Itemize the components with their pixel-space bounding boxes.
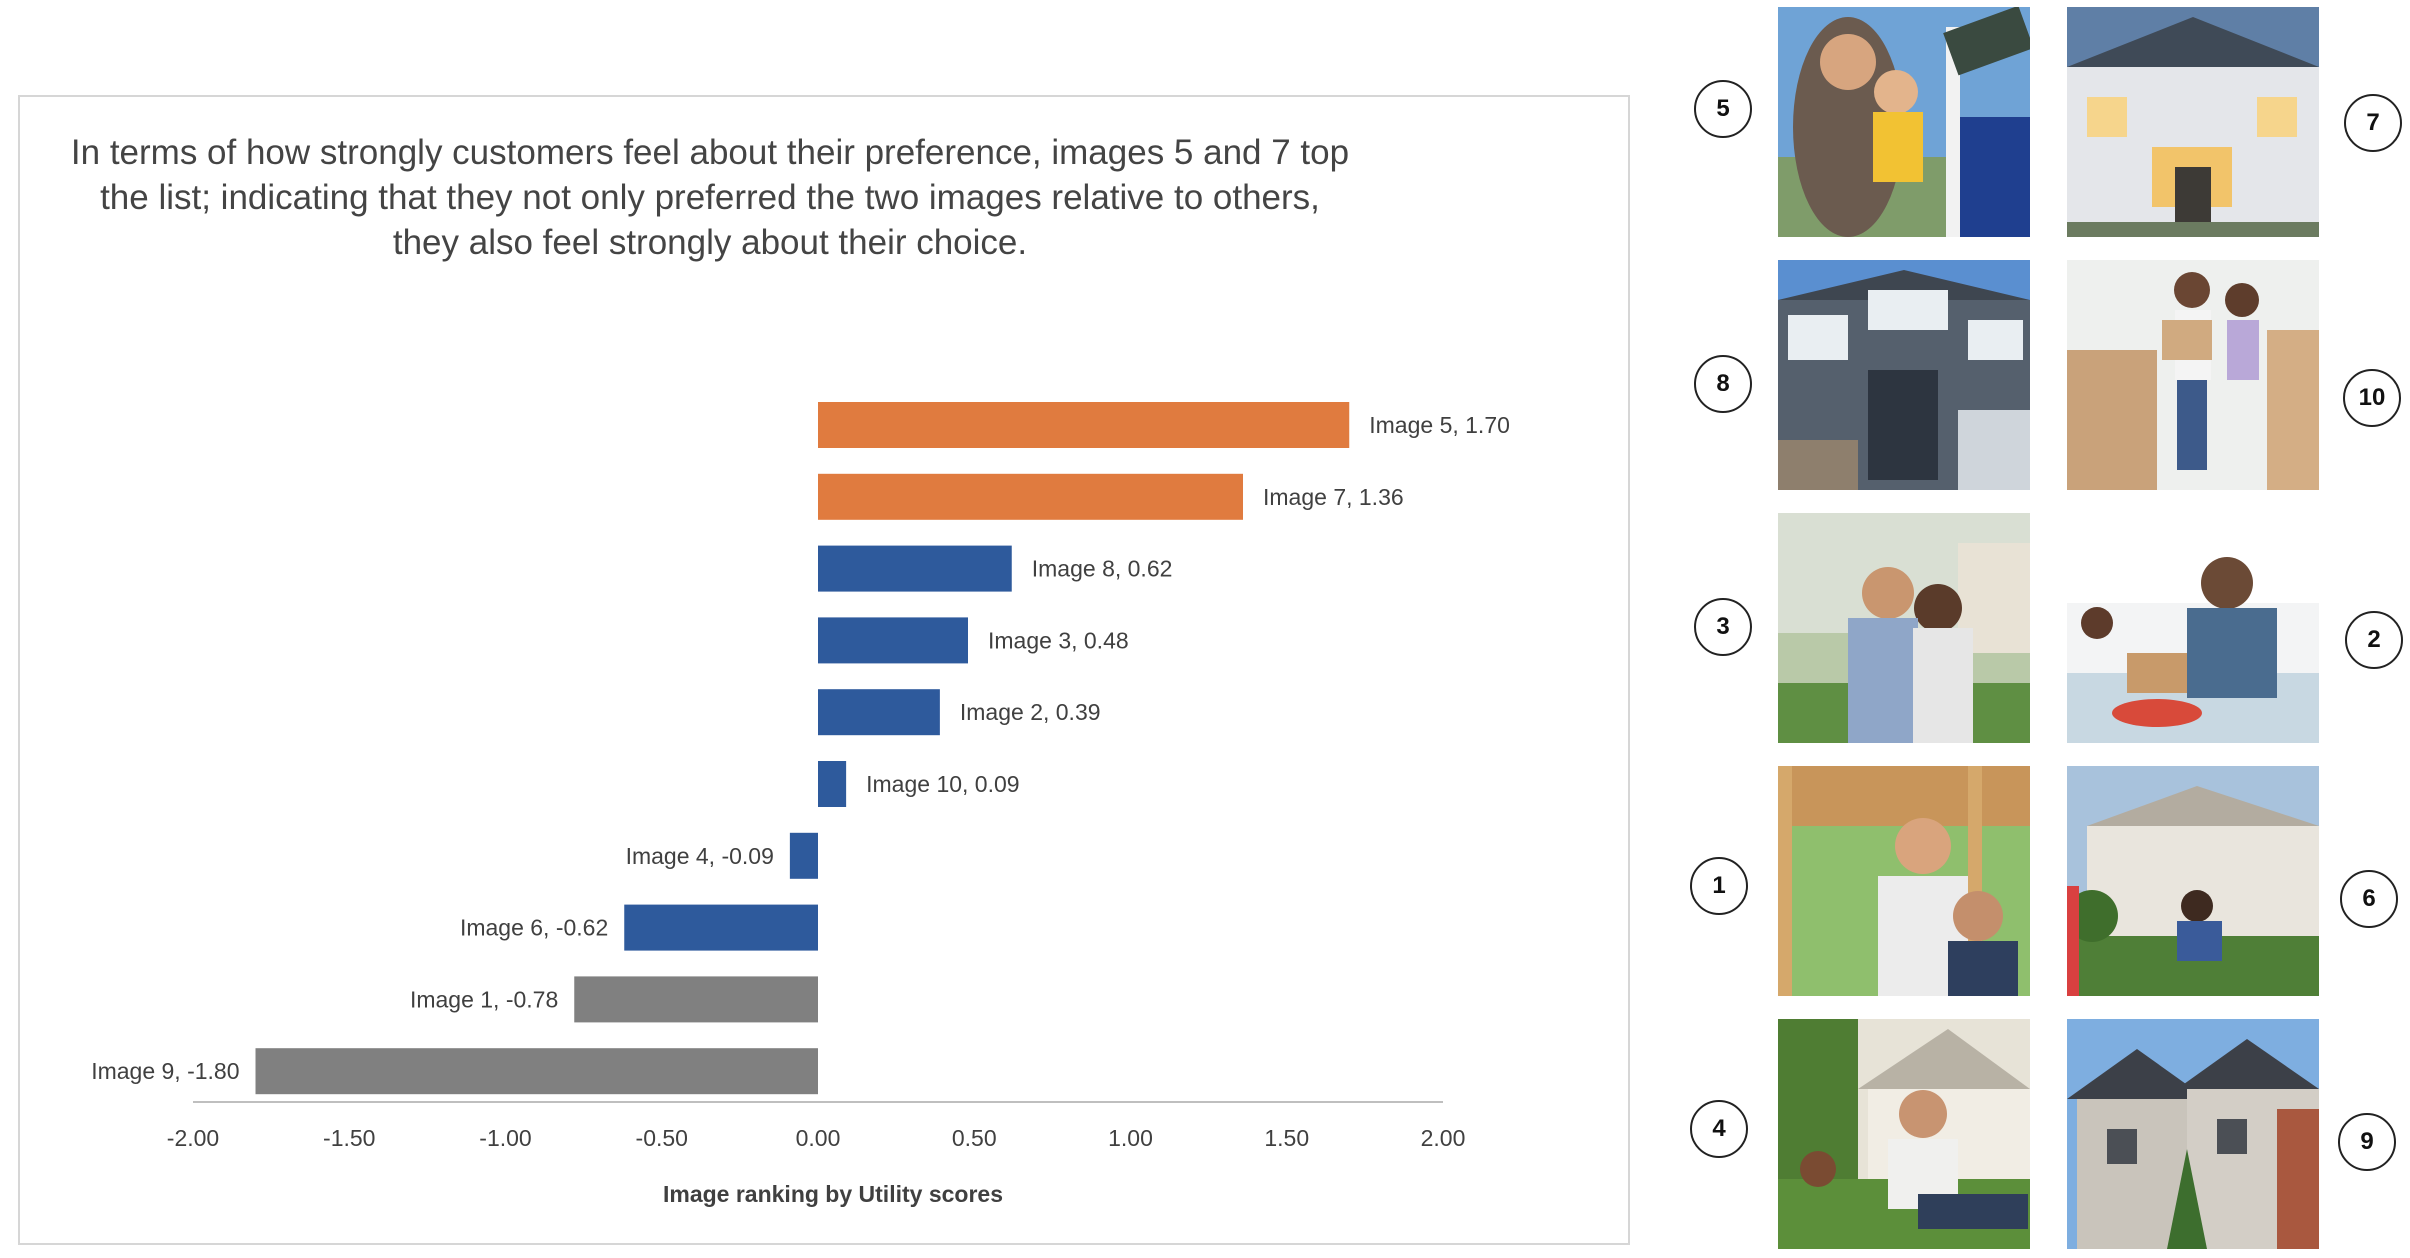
image-8-thumbnail [1778, 260, 2030, 490]
image-5-badge: 5 [1694, 80, 1752, 138]
x-tick-label-8: 1.50 [1264, 1125, 1309, 1151]
x-tick-label-7: 1.00 [1108, 1125, 1153, 1151]
x-tick-label-6: 0.50 [952, 1125, 997, 1151]
bar-1 [818, 402, 1350, 448]
bar-7 [789, 832, 818, 879]
bar-5 [818, 689, 940, 736]
image-7-thumbnail [2067, 7, 2319, 237]
image-2-badge: 2 [2345, 611, 2403, 669]
image-6-thumbnail [2067, 766, 2319, 996]
x-axis-title: Image ranking by Utility scores [663, 1181, 1003, 1207]
image-2-thumbnail [2067, 513, 2319, 743]
image-3-badge: 3 [1694, 598, 1752, 656]
image-4-thumbnail [1778, 1019, 2030, 1249]
bar-6 [818, 761, 847, 807]
bar-data-label-1: Image 5, 1.70 [1369, 412, 1510, 438]
bar-data-label-8: Image 6, -0.62 [460, 915, 608, 941]
headline-line-2: the list; indicating that they not only … [100, 178, 1320, 217]
bar-data-label-2: Image 7, 1.36 [1263, 484, 1404, 510]
bar-3 [818, 545, 1012, 592]
image-3-thumbnail [1778, 513, 2030, 743]
bar-chart: Image 5, 1.70 Image 7, 1.36 Image 8, 0.62 I… [91, 402, 1510, 1207]
image-9-thumbnail [2067, 1019, 2319, 1249]
x-tick-label-4: -0.50 [636, 1125, 688, 1151]
bar-data-label-3: Image 8, 0.62 [1032, 556, 1173, 582]
image-6-badge: 6 [2340, 870, 2398, 928]
headline-line-1: In terms of how strongly customers feel … [70, 133, 1350, 172]
bar-data-label-10: Image 9, -1.80 [91, 1058, 239, 1084]
bar-data-label-9: Image 1, -0.78 [410, 986, 558, 1012]
x-tick-label-9: 2.00 [1421, 1125, 1466, 1151]
x-tick-label-2: -1.50 [323, 1125, 375, 1151]
image-10-thumbnail [2067, 260, 2319, 490]
bar-9 [574, 976, 818, 1023]
image-1-badge: 1 [1690, 857, 1748, 915]
image-1-thumbnail [1778, 766, 2030, 996]
image-10-badge: 10 [2343, 369, 2401, 427]
image-8-badge: 8 [1694, 355, 1752, 413]
bar-2 [818, 473, 1243, 520]
image-4-badge: 4 [1690, 1100, 1748, 1158]
bar-10 [255, 1048, 818, 1095]
headline: In terms of how strongly customers feel … [0, 130, 1420, 265]
bar-data-label-5: Image 2, 0.39 [960, 699, 1101, 725]
headline-line-3: they also feel strongly about their choi… [392, 223, 1028, 262]
bar-data-label-6: Image 10, 0.09 [866, 771, 1019, 797]
image-9-badge: 9 [2338, 1113, 2396, 1171]
x-tick-label-5: 0.00 [796, 1125, 841, 1151]
image-5-thumbnail [1778, 7, 2030, 237]
bar-8 [624, 904, 818, 951]
bar-data-label-4: Image 3, 0.48 [988, 627, 1129, 653]
bar-4 [818, 617, 968, 664]
x-tick-label-1: -2.00 [167, 1125, 219, 1151]
image-7-badge: 7 [2344, 94, 2402, 152]
bar-data-label-7: Image 4, -0.09 [626, 843, 774, 869]
x-tick-label-3: -1.00 [479, 1125, 531, 1151]
